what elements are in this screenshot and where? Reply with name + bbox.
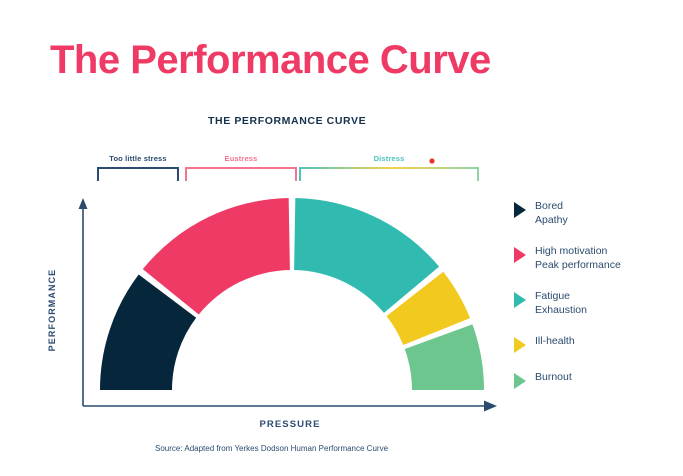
- legend-marker-triangle-icon: [514, 292, 526, 308]
- zone-label-eustress: Eustress: [224, 154, 258, 163]
- arc-segment-5[interactable]: [404, 324, 484, 390]
- arc-segment-3[interactable]: [294, 198, 440, 313]
- x-axis-title: PRESSURE: [259, 419, 321, 430]
- legend-item[interactable]: Ill-health: [514, 335, 679, 353]
- bracket-distress: [299, 167, 479, 181]
- performance-arc-band: [100, 198, 484, 390]
- legend-item[interactable]: Fatigue Exhaustion: [514, 290, 679, 317]
- legend-marker-triangle-icon: [514, 202, 526, 218]
- legend-marker-triangle-icon: [514, 373, 526, 389]
- x-axis-arrow-icon: [484, 400, 497, 412]
- legend-item-label: Ill-health: [535, 335, 575, 347]
- legend-item-label: Fatigue Exhaustion: [535, 290, 587, 316]
- zone-label-distress: Distress: [373, 154, 405, 163]
- arc-segment-4[interactable]: [386, 271, 471, 346]
- zone-label-too-little-stress: Too little stress: [109, 154, 167, 163]
- marker-dot-icon: [429, 158, 435, 164]
- y-axis-arrow-icon: [78, 198, 88, 209]
- bracket-eustress: [185, 167, 297, 181]
- source-note: Source: Adapted from Yerkes Dodson Human…: [155, 444, 389, 453]
- legend-item[interactable]: Bored Apathy: [514, 200, 679, 227]
- legend-item[interactable]: Burnout: [514, 371, 679, 389]
- arc-segment-2[interactable]: [142, 198, 290, 315]
- legend-item-label: Burnout: [535, 371, 572, 383]
- chart-subtitle: THE PERFORMANCE CURVE: [208, 115, 367, 127]
- page-title: The Performance Curve: [50, 38, 491, 82]
- chart-axes: [78, 198, 497, 412]
- legend-item[interactable]: High motivation Peak performance: [514, 245, 679, 272]
- legend-marker-triangle-icon: [514, 337, 526, 353]
- legend-marker-triangle-icon: [514, 247, 526, 263]
- chart-legend: Bored Apathy High motivation Peak perform…: [514, 200, 679, 407]
- bracket-too-little-stress: [97, 167, 179, 181]
- zone-brackets: [97, 167, 479, 181]
- arc-segment-1[interactable]: [100, 274, 197, 390]
- legend-item-label: High motivation Peak performance: [535, 245, 621, 271]
- legend-item-label: Bored Apathy: [535, 200, 568, 226]
